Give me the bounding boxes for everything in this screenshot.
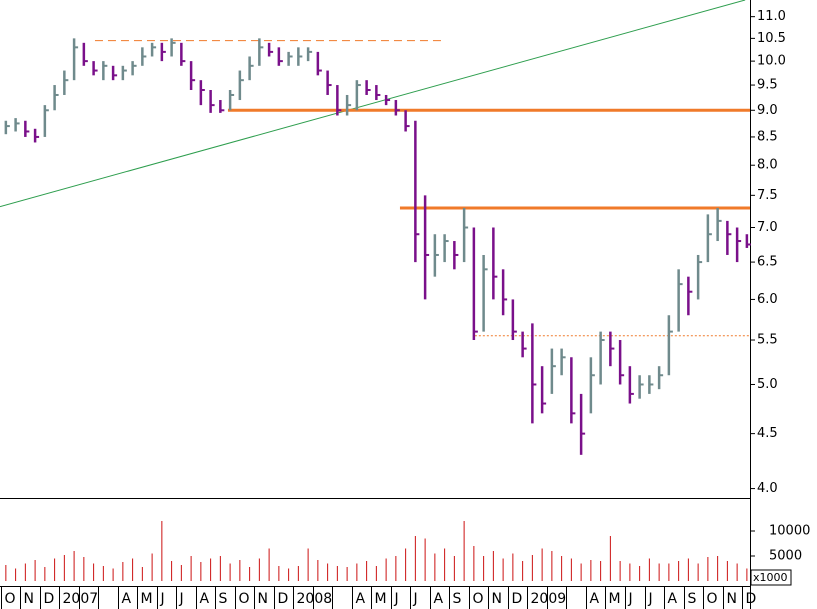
y-tick-label: 6.5: [757, 255, 778, 270]
y-tick-label: 11.0: [757, 9, 786, 24]
volume-unit: x1000: [753, 571, 788, 584]
x-tick-label: N: [492, 591, 502, 607]
x-tick-label: D: [746, 591, 757, 607]
x-tick-label: M: [375, 591, 387, 607]
y-tick-label: 4.5: [757, 426, 778, 441]
trendline: [0, 0, 746, 208]
y-tick-label: 9.0: [757, 103, 778, 118]
y-tick-label: 10.5: [757, 31, 786, 46]
x-tick-label: N: [727, 591, 737, 607]
x-tick-label: A: [122, 591, 132, 607]
y-tick-label: 8.0: [757, 158, 778, 173]
y-tick-label: 4.0: [757, 481, 778, 496]
x-tick-label: O: [707, 591, 718, 607]
x-tick-label: J: [179, 591, 184, 607]
x-tick-label: J: [648, 591, 653, 607]
x-tick-label: D: [278, 591, 289, 607]
x-tick-label: J: [394, 591, 399, 607]
unit-box: [750, 569, 792, 586]
x-tick-label: O: [473, 591, 484, 607]
y-tick-label: 5.5: [757, 333, 778, 348]
x-tick-label: M: [609, 591, 621, 607]
y-tick-label: 7.0: [757, 220, 778, 235]
y-tick-label: 9.5: [757, 78, 778, 93]
volume-tick-label: 5000: [769, 549, 802, 564]
x-tick-label: N: [258, 591, 268, 607]
y-tick-label: 7.5: [757, 188, 778, 203]
y-tick-label: 8.5: [757, 129, 778, 144]
x-tick-label: 2009: [531, 591, 567, 607]
x-tick-label: A: [668, 591, 678, 607]
x-tick-label: A: [200, 591, 210, 607]
y-tick-label: 10.0: [757, 54, 786, 69]
x-tick-label: M: [141, 591, 153, 607]
x-tick-label: A: [434, 591, 444, 607]
x-tick-label: S: [219, 591, 228, 607]
y-tick-label: 6.0: [757, 292, 778, 307]
x-tick-label: D: [44, 591, 55, 607]
x-tick-label: S: [688, 591, 697, 607]
x-tick-label: J: [160, 591, 165, 607]
x-tick-label: O: [239, 591, 250, 607]
x-tick-label: 2008: [297, 591, 333, 607]
y-tick-label: 5.0: [757, 377, 778, 392]
x-tick-label: D: [512, 591, 523, 607]
x-tick-label: 2007: [63, 591, 99, 607]
volume-tick-label: 10000: [769, 524, 810, 539]
x-tick-label: O: [5, 591, 16, 607]
x-tick-label: A: [590, 591, 600, 607]
x-tick-label: S: [453, 591, 462, 607]
x-tick-label: N: [24, 591, 34, 607]
x-tick-label: A: [356, 591, 366, 607]
x-tick-label: J: [628, 591, 633, 607]
x-tick-label: J: [413, 591, 418, 607]
